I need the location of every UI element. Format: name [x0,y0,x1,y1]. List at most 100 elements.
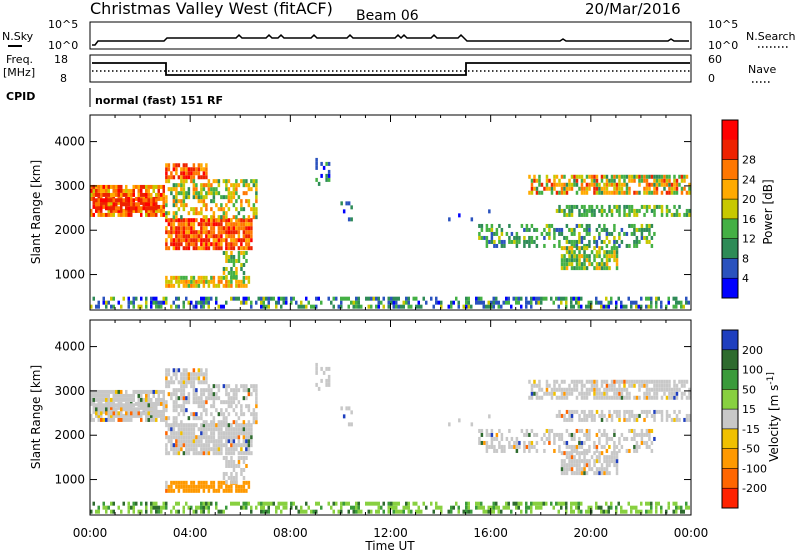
power-cell [658,178,661,183]
velocity-cell [528,379,531,384]
velocity-cell [215,423,218,428]
power-cell [222,195,226,200]
power-cell [252,203,256,208]
velocity-cell [578,463,581,468]
velocity-cell [105,397,108,402]
velocity-cell [488,432,491,437]
power-cell [513,239,516,244]
power-cell [180,230,183,235]
power-cell [122,212,125,217]
velocity-cell [685,505,688,510]
power-cell [575,296,578,301]
power-cell [583,262,586,267]
power-cell [435,296,438,301]
power-cell [95,206,98,211]
power-cell [97,184,100,189]
velocity-cell [102,505,105,510]
power-cell [242,250,246,255]
velocity-cell [412,501,415,506]
velocity-cell [175,501,178,506]
velocity-cell [588,467,591,472]
power-cell [250,187,253,192]
velocity-cell [235,488,238,493]
power-cell [593,254,596,259]
velocity-cell [605,471,609,476]
velocity-cell [565,409,569,414]
power-cell [680,186,684,191]
velocity-cell [663,383,666,388]
velocity-cell [202,488,206,493]
power-cell [242,275,246,280]
power-cell [200,195,203,200]
power-cell [155,184,158,189]
velocity-cell [225,447,228,452]
velocity-cell [170,380,173,385]
velocity-cell [575,428,579,433]
velocity-cell [598,455,601,460]
power-cell [170,234,173,239]
velocity-cell [607,505,610,510]
velocity-cell [578,459,581,464]
power-cell [167,234,171,239]
power-cell [200,234,203,239]
power-cell [633,227,636,232]
power-cell [212,222,216,227]
power-cell [492,296,495,301]
velocity-cell [585,451,589,456]
power-cell [110,192,113,197]
velocity-cell [565,505,568,510]
velocity-cell [242,439,246,444]
power-cell [217,191,221,196]
velocity-cell [142,389,145,394]
velocity-cell [380,505,383,510]
power-cell [170,218,173,223]
power-cell [132,188,135,193]
power-cell [202,218,206,223]
velocity-cell [197,376,201,381]
velocity-cell [152,505,155,510]
power-cell [192,195,196,200]
power-cell [650,174,654,179]
power-cell [130,192,133,197]
power-cell [122,192,125,197]
power-cell [523,239,526,244]
power-cell [645,178,649,183]
power-cell [618,235,621,240]
power-cell [480,227,484,232]
power-cell [185,234,188,239]
velocity-cell [225,455,228,460]
velocity-cell [595,455,599,460]
power-cell [535,300,538,305]
power-cell [170,242,173,247]
power-cell [245,179,248,184]
velocity-cell [680,395,684,400]
velocity-cell [335,501,338,506]
power-cell [480,300,483,305]
velocity-cell [230,400,233,405]
power-cell [210,199,213,204]
velocity-cell [568,444,571,449]
velocity-cell [555,395,559,400]
velocity-cell [653,387,656,392]
velocity-cell [180,427,183,432]
power-cell [565,266,569,271]
velocity-cell [242,388,246,393]
power-cell [105,300,108,305]
velocity-cell [182,435,186,440]
power-cell [570,296,573,301]
colorbar-tick-label: -200 [742,482,767,495]
velocity-cell [92,397,95,402]
power-cell [325,161,328,166]
velocity-cell [222,431,226,436]
velocity-cell [232,463,236,468]
velocity-cell [550,391,554,396]
power-cell [518,235,521,240]
velocity-cell [197,404,201,409]
velocity-cell [565,387,569,392]
power-cell [390,300,393,305]
power-cell [235,179,238,184]
power-cell [97,202,101,207]
velocity-cell [625,379,629,384]
velocity-cell [527,505,530,510]
velocity-cell [678,379,681,384]
